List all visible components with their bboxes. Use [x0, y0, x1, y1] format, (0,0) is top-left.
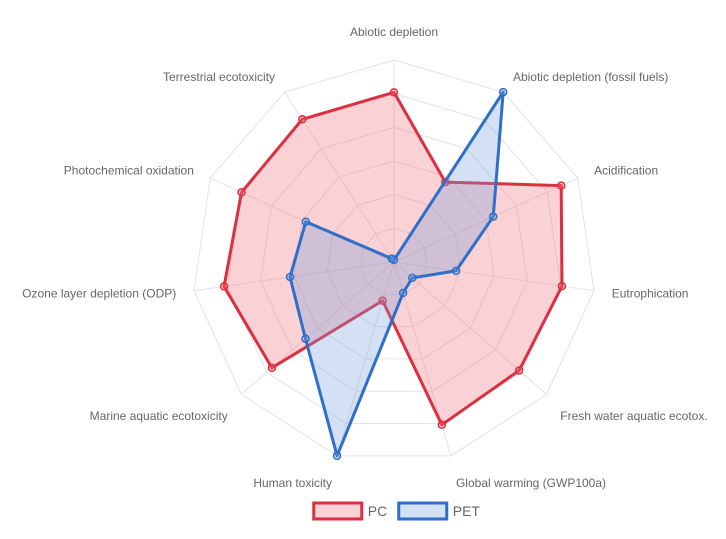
point-PC-2[interactable] [556, 181, 566, 190]
grid-spoke-7 [241, 261, 395, 395]
point-PET-3[interactable] [451, 266, 461, 276]
point-PET-5[interactable] [398, 288, 408, 298]
point-PC-5[interactable] [437, 420, 447, 430]
axis-label: Eutrophication [612, 286, 689, 300]
axis-label: Terrestrial ecotoxicity [163, 70, 275, 84]
axis-label: Marine aquatic ecotoxicity [90, 409, 228, 423]
grid-ring-3 [293, 160, 495, 360]
grid-spoke-6 [336, 261, 395, 456]
legend-swatch-PC[interactable] [312, 501, 364, 521]
grid-ring-6 [193, 59, 595, 457]
point-PC-8[interactable] [219, 282, 229, 291]
grid-ring-1 [360, 227, 428, 295]
axis-label: Acidification [594, 164, 658, 178]
axis-label: Abiotic depletion (fossil fuels) [513, 70, 668, 84]
point-PC-7[interactable] [267, 363, 277, 373]
legend-swatch-PET[interactable] [397, 501, 449, 521]
point-PET-4[interactable] [408, 273, 417, 283]
series-layer [219, 87, 567, 461]
point-PC-10[interactable] [298, 115, 307, 124]
point-PET-7[interactable] [301, 334, 310, 343]
legend: PC PET [312, 501, 481, 521]
axis-label-layer: Abiotic depletion Abiotic depletion (foss… [22, 25, 708, 490]
point-PET-6[interactable] [332, 451, 342, 461]
point-PET-9[interactable] [301, 217, 311, 226]
axis-label: Photochemical oxidation [64, 164, 194, 178]
point-PC-3[interactable] [557, 281, 567, 291]
grid-ring-4 [260, 126, 528, 392]
point-PC-6[interactable] [378, 296, 387, 306]
grid-spoke-4 [393, 261, 547, 395]
axis-label: Fresh water aquatic ecotox. [560, 409, 707, 423]
legend-label-PC[interactable]: PC [368, 503, 387, 519]
legend-label-PET[interactable]: PET [453, 503, 481, 519]
grid-spoke-2 [393, 177, 578, 263]
axis-label: Human toxicity [253, 476, 332, 490]
point-PET-10[interactable] [387, 254, 397, 263]
point-PC-4[interactable] [514, 366, 524, 375]
point-PET-2[interactable] [488, 212, 498, 221]
series-area-PET [288, 90, 505, 458]
axis-label: Global warming (GWP100a) [456, 476, 606, 490]
axis-label: Ozone layer depletion (ODP) [22, 286, 176, 300]
point-PC-0[interactable] [389, 88, 399, 97]
point-PET-8[interactable] [285, 272, 295, 282]
point-PC-9[interactable] [237, 188, 246, 197]
axis-label: Abiotic depletion [350, 25, 438, 39]
point-PET-1[interactable] [498, 87, 508, 97]
